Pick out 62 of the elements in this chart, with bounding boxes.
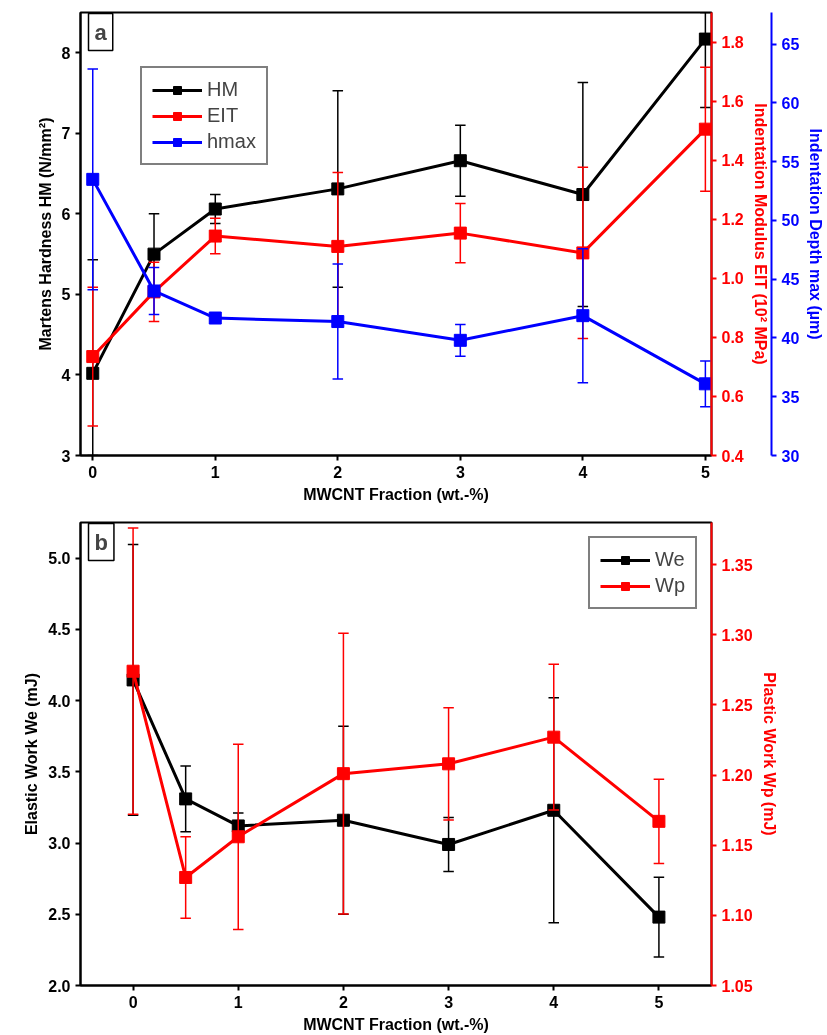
legend-label: hmax bbox=[207, 130, 256, 153]
x-tick-label: 2 bbox=[338, 993, 348, 1011]
y3-tick-label: 50 bbox=[781, 212, 800, 230]
x-tick-label: 2 bbox=[333, 463, 343, 481]
y-tick-label: 3 bbox=[61, 447, 71, 465]
y3-tick-label: 55 bbox=[781, 153, 800, 171]
legend-label: Wp bbox=[655, 574, 685, 597]
y-tick-label: 2.0 bbox=[48, 977, 71, 995]
y3-tick-label: 45 bbox=[781, 271, 800, 289]
x-tick-label: 5 bbox=[654, 993, 664, 1011]
y3-axis-title: Indentation Depth max (µm) bbox=[807, 128, 825, 340]
y2-tick-label: 1.30 bbox=[721, 626, 753, 644]
y-tick-label: 4.5 bbox=[48, 621, 71, 639]
y2-tick-label: 1.8 bbox=[721, 34, 744, 52]
x-tick-label: 4 bbox=[549, 993, 559, 1011]
legend-label: EIT bbox=[207, 104, 239, 127]
y-axis-title: Martens Hardness HM (N/mm²) bbox=[36, 117, 54, 351]
y2-tick-label: 0.6 bbox=[721, 388, 744, 406]
x-tick-label: 1 bbox=[233, 993, 243, 1011]
y2-tick-label: 1.35 bbox=[721, 556, 753, 574]
y2-tick-label: 1.25 bbox=[721, 696, 753, 714]
y-tick-label: 5.0 bbox=[48, 550, 71, 568]
y2-axis-title: Plastic Work Wp (mJ) bbox=[760, 672, 778, 836]
y2-tick-label: 1.0 bbox=[721, 270, 744, 288]
x-axis-title: MWCNT Fraction (wt.-%) bbox=[303, 1015, 489, 1033]
y3-tick-label: 60 bbox=[781, 94, 800, 112]
y2-tick-label: 1.2 bbox=[721, 211, 744, 229]
y2-tick-label: 1.6 bbox=[721, 93, 744, 111]
legend-label: We bbox=[655, 548, 685, 571]
y-tick-label: 3.5 bbox=[48, 763, 71, 781]
x-tick-label: 5 bbox=[700, 463, 710, 481]
y2-tick-label: 1.15 bbox=[721, 837, 753, 855]
y-tick-label: 6 bbox=[61, 205, 71, 223]
y-tick-label: 2.5 bbox=[48, 906, 71, 924]
y2-tick-label: 0.4 bbox=[721, 447, 744, 465]
y3-tick-label: 30 bbox=[781, 447, 800, 465]
y2-tick-label: 0.8 bbox=[721, 329, 744, 347]
x-tick-label: 3 bbox=[455, 463, 465, 481]
y-tick-label: 7 bbox=[61, 125, 71, 143]
x-tick-label: 4 bbox=[578, 463, 588, 481]
x-tick-label: 0 bbox=[88, 463, 98, 481]
annotation: a bbox=[94, 19, 108, 45]
y3-tick-label: 40 bbox=[781, 329, 800, 347]
y2-tick-label: 1.05 bbox=[721, 977, 753, 995]
y-axis-title: Elastic Work We (mJ) bbox=[23, 672, 41, 836]
y2-tick-label: 1.20 bbox=[721, 767, 753, 785]
annotation: b bbox=[94, 529, 108, 555]
y3-tick-label: 35 bbox=[781, 388, 800, 406]
y2-axis-title: Indentation Modulus EIT (10² MPa) bbox=[751, 103, 769, 365]
y-tick-label: 4.0 bbox=[48, 692, 71, 710]
y-tick-label: 3.0 bbox=[48, 835, 71, 853]
y-tick-label: 4 bbox=[61, 366, 71, 384]
x-tick-label: 3 bbox=[444, 993, 454, 1011]
x-tick-label: 1 bbox=[210, 463, 220, 481]
y-tick-label: 8 bbox=[61, 44, 71, 62]
x-tick-label: 0 bbox=[128, 993, 138, 1011]
y2-tick-label: 1.4 bbox=[721, 152, 744, 170]
y-tick-label: 5 bbox=[61, 286, 71, 304]
legend-label: HM bbox=[207, 78, 239, 101]
y3-tick-label: 65 bbox=[781, 36, 800, 54]
x-axis-title: MWCNT Fraction (wt.-%) bbox=[303, 485, 489, 503]
y2-tick-label: 1.10 bbox=[721, 907, 753, 925]
